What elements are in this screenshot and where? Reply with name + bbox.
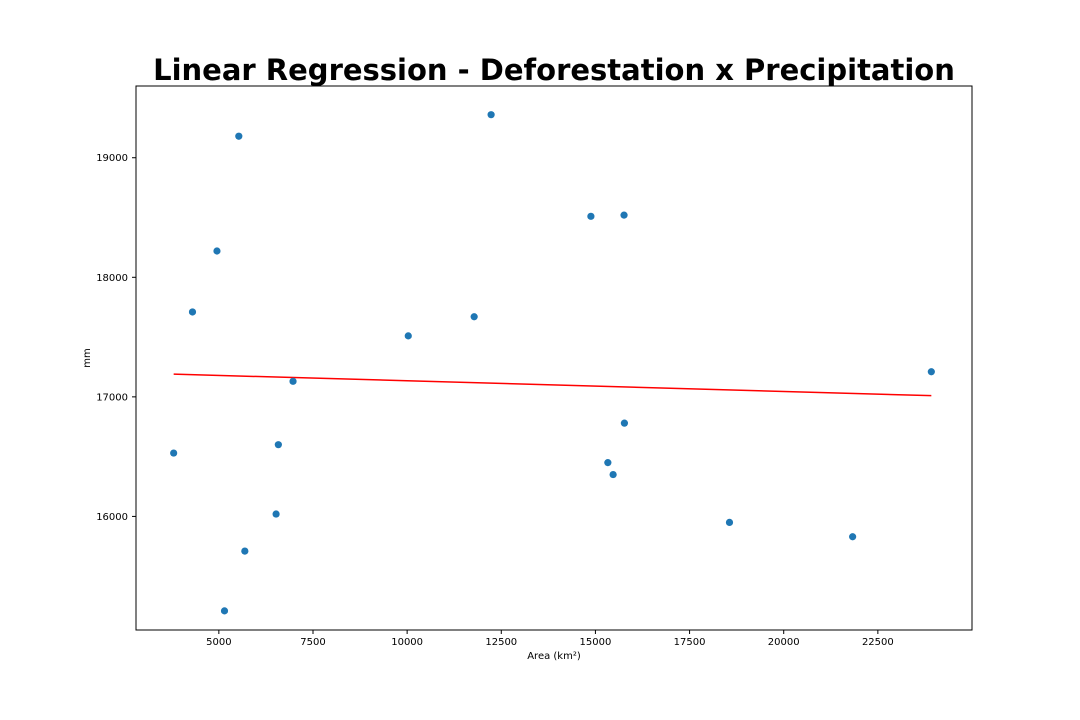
data-point — [213, 247, 221, 255]
data-point — [241, 547, 249, 555]
data-point — [170, 449, 178, 457]
y-tick-label: 19000 — [96, 153, 128, 164]
points-layer — [170, 111, 935, 615]
regression-line — [173, 373, 932, 397]
data-point — [274, 441, 282, 449]
data-point — [272, 510, 280, 518]
data-point — [235, 132, 243, 140]
chart-title: Linear Regression - Deforestation x Prec… — [153, 53, 955, 87]
data-point — [188, 308, 197, 316]
data-point — [470, 313, 478, 321]
x-tick-label: 15000 — [580, 637, 612, 648]
data-point — [604, 459, 612, 467]
data-point — [404, 332, 412, 340]
data-point — [620, 419, 629, 427]
x-tick-label: 17500 — [674, 637, 706, 648]
y-tick-label: 16000 — [96, 512, 128, 523]
plot-area — [135, 85, 973, 631]
x-tick-label: 10000 — [391, 637, 423, 648]
data-point — [849, 533, 857, 541]
data-point — [725, 518, 734, 526]
x-tick-label: 5000 — [206, 637, 231, 648]
y-axis-label: mm — [82, 348, 93, 367]
data-point — [289, 377, 297, 385]
data-point — [620, 211, 628, 219]
y-axis: 16000 17000 18000 19000 — [96, 153, 136, 523]
regression-layer — [173, 373, 932, 397]
x-tick-label: 12500 — [485, 637, 517, 648]
y-tick-label: 18000 — [96, 273, 128, 284]
x-axis-label: Area (km²) — [527, 651, 581, 662]
x-tick-label: 20000 — [768, 637, 800, 648]
x-tick-label: 7500 — [300, 637, 325, 648]
data-point — [927, 368, 935, 376]
data-point — [220, 607, 229, 615]
data-point — [587, 212, 595, 220]
data-point — [609, 470, 617, 479]
y-tick-label: 17000 — [96, 392, 128, 403]
data-point — [487, 111, 495, 119]
plot-frame — [135, 85, 973, 631]
x-axis: 5000 7500 10000 12500 15000 17500 20000 22500 — [206, 630, 894, 648]
x-tick-label: 22500 — [862, 637, 894, 648]
